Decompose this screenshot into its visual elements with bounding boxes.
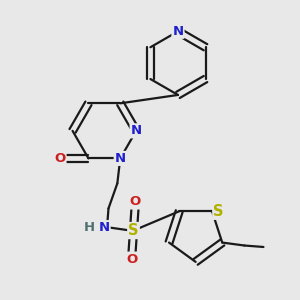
Text: O: O [126, 253, 138, 266]
Text: H: H [84, 221, 95, 234]
Text: N: N [115, 152, 126, 165]
Text: S: S [213, 204, 224, 219]
Text: O: O [129, 196, 141, 208]
Text: S: S [128, 223, 139, 238]
Text: N: N [98, 221, 110, 234]
Text: O: O [54, 152, 65, 165]
Text: N: N [172, 25, 184, 38]
Text: N: N [130, 124, 142, 137]
